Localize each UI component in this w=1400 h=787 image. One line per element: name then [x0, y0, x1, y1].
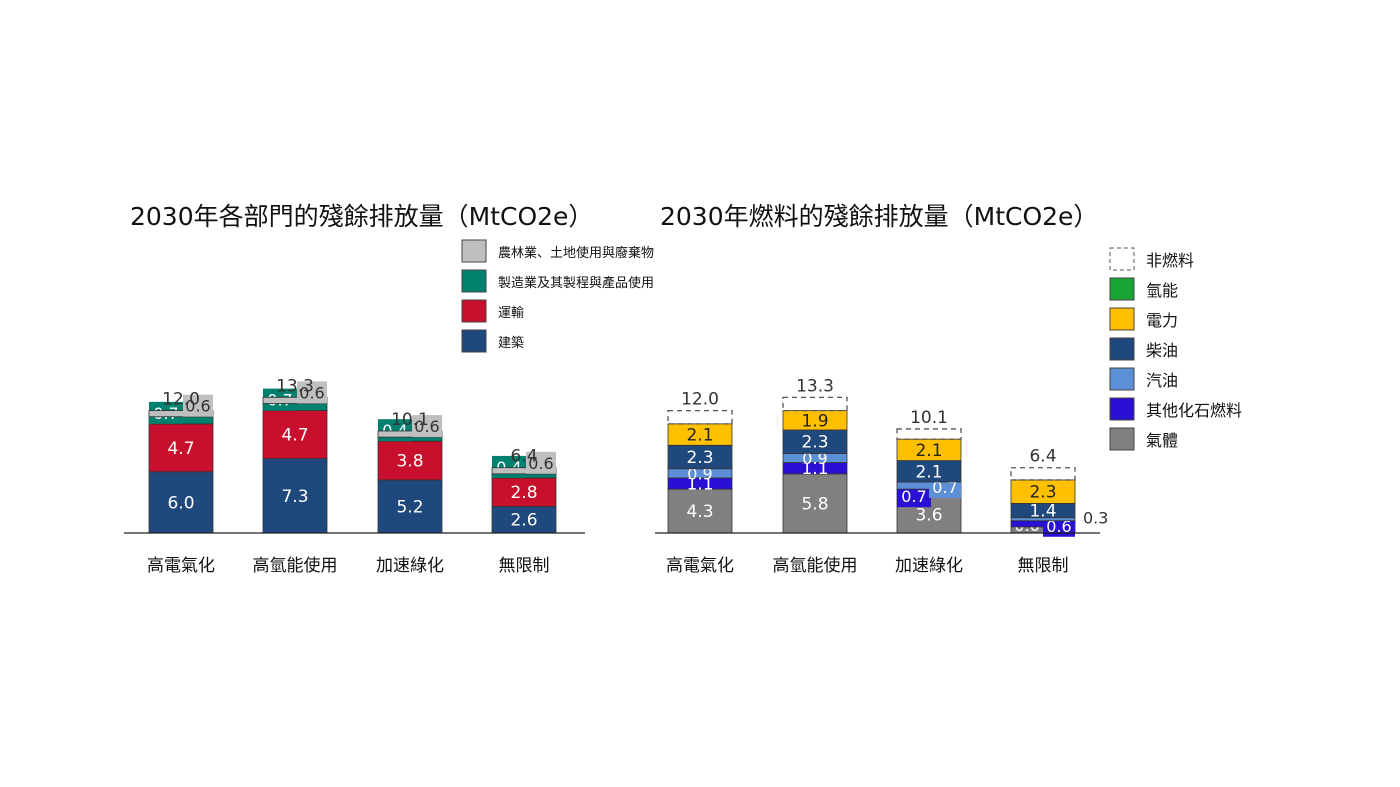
legend-label: 氣體 [1146, 431, 1178, 450]
legend-swatch [1109, 277, 1135, 301]
sector-value-label: 4.7 [167, 439, 194, 459]
fuel-value-label: 1.9 [801, 411, 828, 431]
legend-label: 製造業及其製程與產品使用 [498, 275, 654, 291]
sector-value-label: 2.6 [510, 511, 537, 531]
sector-value-label: 0.6 [185, 397, 210, 416]
fuel-bar-segment [896, 438, 962, 461]
fuel-value-label: 1.1 [686, 475, 713, 495]
fuel-value-label: 4.3 [686, 502, 713, 522]
fuel-total-label: 10.1 [910, 408, 948, 428]
fuel-label-box [897, 485, 931, 508]
sector-total-label: 13.3 [276, 376, 314, 396]
fuel-value-label: 1.4 [1029, 502, 1056, 522]
sector-chart: 6.04.70.70.612.0高電氣化7.34.70.70.613.3高氫能使… [124, 239, 654, 576]
sector-label-box [412, 415, 442, 438]
fuel-category-label: 高電氣化 [666, 556, 734, 576]
legend-swatch [461, 239, 487, 263]
legend-swatch [1109, 427, 1135, 451]
sector-total-label: 6.4 [510, 447, 537, 467]
fuel-category-label: 加速綠化 [895, 556, 963, 576]
sector-bar-segment [148, 471, 214, 534]
sector-value-label: 6.0 [167, 493, 194, 513]
sector-category-label: 高氫能使用 [253, 555, 338, 576]
sector-category-label: 高電氣化 [147, 556, 215, 576]
chart-title-sectors: 2030年各部門的殘餘排放量（MtCO2e） [130, 202, 593, 231]
legend-label: 其他化石燃料 [1146, 401, 1242, 420]
legend-swatch [1109, 397, 1135, 421]
sector-label-box [297, 381, 327, 404]
fuel-bar-segment [896, 428, 962, 440]
legend-swatch [461, 269, 487, 293]
fuel-value-label: 2.3 [686, 448, 713, 468]
fuel-value-label: 2.1 [915, 441, 942, 461]
fuel-value-label: 2.1 [915, 462, 942, 482]
sector-bar-segment [148, 423, 214, 473]
fuel-total-label: 13.3 [796, 376, 834, 396]
sector-bar-segment [262, 410, 328, 459]
sector-value-label: 2.8 [510, 483, 537, 503]
sector-value-label: 3.8 [396, 452, 423, 472]
fuel-bar-segment [667, 488, 733, 534]
legend-label: 汽油 [1146, 371, 1178, 390]
fuel-bar-segment [782, 396, 848, 412]
fuel-category-label: 高氫能使用 [773, 555, 858, 576]
fuel-value-label: 2.1 [686, 426, 713, 446]
fuel-bar-segment [667, 409, 733, 425]
sector-bar-segment [377, 479, 443, 534]
sector-value-label: 5.2 [396, 497, 423, 517]
fuel-value-label: 5.8 [801, 494, 828, 514]
chart-title-fuels: 2030年燃料的殘餘排放量（MtCO2e） [660, 202, 1098, 231]
legend-swatch [1109, 307, 1135, 331]
legend-swatch [461, 299, 487, 323]
legend-label: 電力 [1146, 311, 1178, 330]
legend-label: 氫能 [1146, 281, 1178, 300]
legend-label: 運輸 [498, 306, 524, 321]
fuel-value-label: 0.6 [1046, 517, 1071, 536]
sector-category-label: 加速綠化 [376, 556, 444, 576]
fuel-total-label: 6.4 [1029, 447, 1056, 467]
sector-value-label: 0.6 [528, 454, 553, 473]
legend-label: 柴油 [1146, 341, 1178, 360]
sector-category-label: 無限制 [499, 556, 550, 576]
legend-swatch [461, 329, 487, 353]
fuel-value-label: 0.7 [901, 487, 926, 506]
legend-label: 非燃料 [1146, 251, 1194, 270]
fuel-value-label: 2.3 [1029, 483, 1056, 503]
legend-swatch [1109, 337, 1135, 361]
fuel-value-label: 3.6 [915, 506, 942, 526]
fuel-chart: 4.31.10.92.32.112.0高電氣化5.81.10.92.31.913… [655, 247, 1242, 576]
sector-label-box [183, 394, 213, 417]
sector-value-label: 0.6 [414, 417, 439, 436]
fuel-bar-segment [1010, 467, 1076, 481]
fuel-value-label: 2.3 [801, 433, 828, 453]
legend-label: 農林業、土地使用與廢棄物 [498, 245, 654, 261]
sector-total-label: 10.1 [391, 410, 429, 430]
fuel-total-label: 12.0 [681, 390, 719, 410]
sector-value-label: 7.3 [281, 487, 308, 507]
sector-value-label: 0.6 [299, 383, 324, 402]
legend-swatch [1109, 367, 1135, 391]
legend-swatch [1109, 247, 1135, 271]
fuel-value-label: 0.7 [932, 478, 957, 497]
fuel-value-label: 0.3 [1083, 509, 1108, 528]
fuel-value-label: 1.1 [801, 459, 828, 479]
fuel-category-label: 無限制 [1018, 556, 1069, 576]
legend-label: 建築 [498, 336, 524, 351]
sector-total-label: 12.0 [162, 390, 200, 410]
sector-label-box [526, 451, 556, 474]
sector-bar-segment [377, 440, 443, 481]
sector-value-label: 4.7 [281, 426, 308, 446]
fuel-bar-segment [782, 473, 848, 534]
